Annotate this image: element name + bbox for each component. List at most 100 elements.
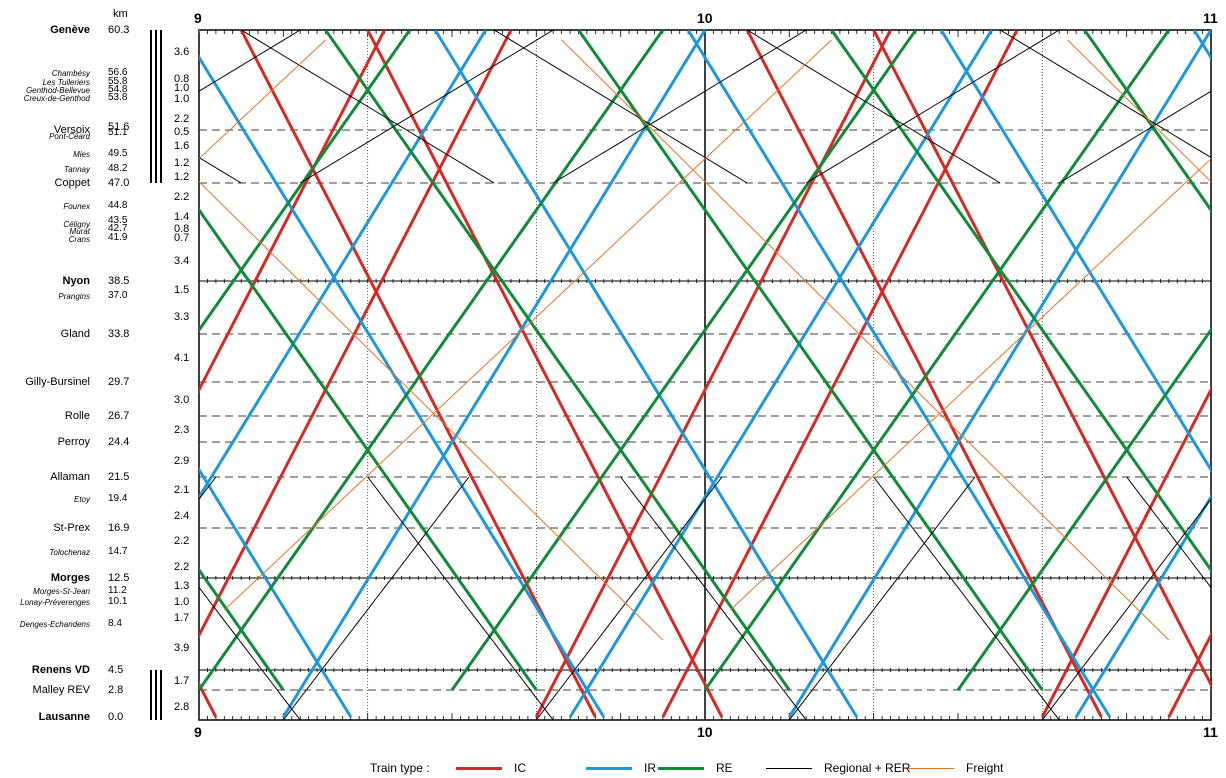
freight-train-path [1067, 39, 1211, 183]
segment-distance: 1.7 [174, 612, 190, 624]
segment-distance: 3.4 [174, 255, 190, 267]
regional-train-path [199, 30, 301, 92]
legend-label: IR [644, 761, 656, 775]
segment-distance: 2.9 [174, 455, 190, 467]
station-label: Genthod-Bellevue [25, 86, 90, 95]
legend-swatch [658, 767, 704, 771]
segment-distance: 3.6 [174, 46, 190, 58]
segment-distance: 1.0 [174, 596, 190, 608]
hour-label-bottom-9: 9 [194, 724, 202, 740]
segment-distance: 1.4 [174, 211, 190, 223]
station-km: 44.8 [108, 200, 128, 211]
ic-train-path [366, 30, 724, 718]
freight-train-path [199, 180, 664, 641]
re-train-path [199, 567, 285, 691]
station-label: Morges-St-Jean [33, 587, 90, 596]
legend-swatch [908, 768, 954, 770]
segment-distance: 2.3 [174, 424, 190, 436]
ir-train-path [0, 30, 98, 717]
station-km: 43.5 [108, 215, 128, 226]
ir-train-path [939, 30, 1211, 473]
segment-distance: 1.5 [174, 284, 190, 296]
station-km: 14.7 [108, 546, 128, 557]
freight-train-path [561, 39, 1170, 641]
ir-train-path [1074, 494, 1211, 718]
segment-distance: 1.0 [174, 82, 190, 94]
station-label: Céligny [63, 220, 90, 229]
regional-train-path [746, 30, 1001, 184]
station-label: Founex [63, 202, 90, 211]
hour-label-top-9: 9 [194, 10, 202, 26]
ir-train-path [199, 30, 201, 33]
station-label: Malley REV [32, 684, 90, 696]
segment-distance: 2.1 [174, 484, 190, 496]
station-label: Gilly-Bursinel [25, 376, 90, 388]
legend-item: IC [456, 761, 526, 775]
station-km: 11.2 [108, 585, 127, 596]
station-km: 21.5 [108, 471, 130, 483]
station-km: 51.6 [108, 121, 130, 133]
ic-train-path [872, 30, 1211, 688]
segment-distance: 0.5 [174, 126, 190, 138]
regional-train-path [535, 476, 723, 720]
station-km: 56.6 [108, 67, 128, 78]
legend-swatch [456, 767, 502, 771]
hour-label-top-11: 11 [1203, 10, 1218, 26]
freight-train-path [0, 40, 157, 640]
station-label: Prangins [58, 292, 90, 301]
km-header: km [113, 8, 128, 20]
station-label: Crans [68, 235, 90, 244]
regional-train-path [493, 30, 748, 184]
track-double-geneve-coppet [150, 30, 162, 183]
station-label: Etoy [73, 495, 90, 504]
regional-train-path [367, 476, 554, 720]
regional-train-path [805, 30, 1060, 184]
ir-train-path [199, 466, 353, 718]
station-label: Creux-de-Genthod [23, 94, 90, 103]
hour-label-top-10: 10 [697, 10, 713, 26]
hour-label-bottom-10: 10 [697, 724, 713, 740]
legend-label: Freight [966, 761, 1004, 775]
station-label: Chambésy [51, 69, 90, 78]
station-km: 19.4 [108, 493, 128, 504]
regional-train-path [282, 476, 470, 720]
station-label: Coppet [54, 177, 90, 189]
station-km: 29.7 [108, 376, 130, 388]
station-km: 2.8 [108, 684, 124, 696]
ir-train-path [568, 30, 993, 718]
segment-distance: 1.2 [174, 157, 190, 169]
re-train-path [703, 30, 1171, 691]
track-triple-renens-lausanne [150, 670, 162, 720]
legend-item: RE [658, 761, 733, 775]
station-km: 38.5 [108, 275, 130, 287]
regional-train-path [299, 30, 554, 184]
legend-label: RE [716, 761, 733, 775]
station-km: 55.8 [108, 76, 128, 87]
freight-train-path [223, 39, 832, 611]
segment-distance: 3.9 [174, 642, 190, 654]
legend-swatch [766, 768, 812, 770]
ir-train-path [788, 30, 1211, 718]
station-km: 33.8 [108, 328, 130, 340]
segment-distance: 2.4 [174, 510, 190, 522]
segment-distance: 1.3 [174, 580, 190, 592]
ic-train-path [1167, 631, 1211, 718]
station-label: Tannay [64, 165, 90, 174]
station-km: 41.9 [108, 232, 128, 243]
segment-distance: 1.7 [174, 675, 190, 687]
re-train-path [199, 30, 412, 333]
station-label: Gland [60, 328, 90, 340]
regional-train-path [788, 476, 976, 720]
legend-item: Regional + RER [766, 761, 910, 775]
regional-train-path [199, 586, 301, 720]
freight-train-path [729, 158, 1211, 611]
regional-train-path [1126, 476, 1211, 589]
re-train-path [199, 207, 538, 691]
legend-label: Regional + RER [824, 761, 911, 775]
station-label: Denges-Echandens [19, 620, 90, 629]
segment-distance: 1.0 [174, 93, 190, 105]
re-train-path [577, 30, 1044, 691]
regional-train-path [0, 477, 47, 720]
station-label: Rolle [64, 410, 90, 422]
re-train-path [1209, 687, 1211, 690]
